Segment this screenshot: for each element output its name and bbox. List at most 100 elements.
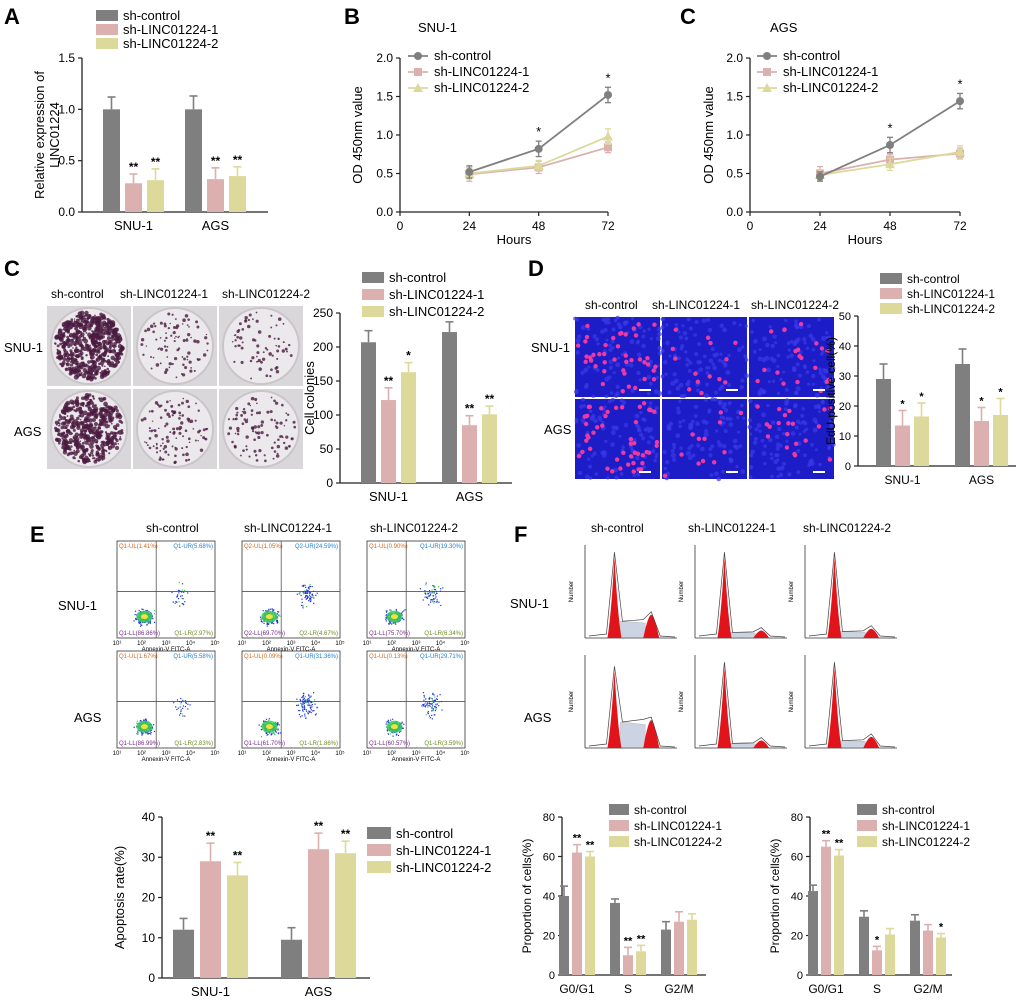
flow-event-1-1-209 [303, 698, 305, 700]
edu-nucleus-1-2-88 [809, 458, 814, 463]
edu-positive-1-2-11 [765, 434, 771, 439]
edu-positive-0-2-19 [795, 379, 800, 385]
edu-positive-0-2-17 [755, 378, 760, 384]
chart-c-x-tick-label-2: 48 [883, 219, 897, 233]
edu-nucleus-0-1-67 [670, 381, 676, 386]
flow-event-0-2-34 [403, 610, 405, 612]
marker-b-2-1 [533, 160, 544, 170]
colony-0-0-582 [71, 320, 74, 323]
colony-0-1-82 [180, 372, 184, 376]
x-tick-label-e-1: AGS [305, 984, 333, 999]
flow-event-1-2-191 [426, 702, 429, 704]
colony-1-0-355 [82, 449, 86, 452]
colony-0-1-58 [178, 335, 180, 338]
colony-1-0-347 [101, 458, 104, 461]
colony-1-0-371 [71, 420, 75, 424]
flow-event-0-0-67 [179, 595, 182, 597]
colony-1-2-18 [273, 399, 276, 403]
flow-event-0-0-255 [139, 621, 141, 623]
edu-nucleus-0-0-5 [600, 329, 605, 334]
flow-event-1-0-213 [184, 700, 187, 702]
flow-event-1-2-224 [432, 709, 434, 711]
flow-event-0-1-122 [306, 590, 309, 592]
flow-event-1-0-140 [136, 720, 139, 722]
edu-positive-0-2-3 [775, 370, 780, 375]
colony-1-2-54 [282, 441, 286, 445]
flow-event-0-0-174 [134, 613, 136, 616]
chart-f-ags-legend-swatch-1 [857, 820, 877, 831]
colony-1-0-451 [86, 401, 91, 406]
colony-0-1-37 [171, 362, 174, 366]
edu-positive-0-2-0 [814, 341, 819, 346]
chart-f-ags-legend-swatch-2 [857, 836, 877, 847]
colony-0-0-274 [61, 342, 64, 345]
colony-0-0-406 [99, 345, 103, 350]
colony-1-1-38 [185, 399, 189, 404]
colony-1-1-106 [187, 437, 191, 441]
edu-nucleus-0-2-37 [812, 359, 816, 363]
bar-f-ags-2-2 [936, 937, 946, 975]
edu-nucleus-1-2-48 [827, 444, 832, 449]
edu-nucleus-0-2-73 [761, 357, 767, 363]
flow-event-1-2-252 [435, 705, 437, 707]
colony-0-1-76 [154, 325, 157, 328]
edu-scalebar-0-0 [639, 389, 651, 391]
chart-c-colonies-legend-label-0: sh-control [389, 270, 446, 285]
colony-0-0-464 [89, 354, 95, 360]
colony-0-0-408 [104, 326, 107, 329]
flow-event-0-2-62 [390, 623, 393, 625]
flow-event-1-2-115 [434, 706, 436, 708]
ylabel-a-l2: LINC01224 [47, 102, 62, 168]
flow-event-0-1-134 [276, 621, 278, 623]
flow-event-0-0-253 [133, 620, 135, 622]
edu-nucleus-1-2-84 [821, 399, 825, 403]
edu-nucleus-1-1-12 [727, 401, 732, 406]
chart-f-snu1-y-tick-label-1: 20 [543, 931, 555, 943]
colony-0-0-485 [77, 340, 83, 345]
flow-event-1-2-35 [427, 706, 429, 708]
colony-1-1-97 [174, 447, 178, 451]
flow-event-1-2-236 [428, 704, 430, 707]
edu-nucleus-1-0-88 [654, 455, 658, 459]
colony-1-2-14 [260, 431, 264, 435]
flow-event-1-2-207 [427, 713, 429, 715]
sig-f-snu1-0-1: ** [573, 833, 582, 845]
colony-0-0-608 [80, 314, 84, 318]
edu-nucleus-0-0-83 [623, 320, 627, 325]
hist-g1-peak-0-1 [717, 556, 732, 638]
edu-nucleus-1-2-76 [796, 419, 801, 424]
colony-0-0-75 [62, 356, 67, 362]
edu-nucleus-0-1-22 [722, 327, 727, 333]
hist-trace-0-2 [808, 552, 896, 638]
flow-event-0-2-104 [433, 588, 435, 591]
flow-event-1-0-11 [142, 719, 145, 721]
colony-1-2-34 [285, 435, 289, 439]
edu-nucleus-1-1-56 [672, 445, 676, 450]
x-tick-label-a-0: SNU-1 [114, 218, 153, 233]
colony-1-1-8 [165, 435, 169, 439]
edu-nucleus-1-0-65 [579, 404, 584, 409]
colony-0-1-35 [159, 321, 163, 325]
flow-event-0-1-248 [278, 611, 280, 613]
flow-event-1-1-158 [277, 722, 279, 724]
edu-scalebar-0-1 [726, 389, 738, 391]
edu-nucleus-0-1-56 [721, 359, 725, 364]
edu-nucleus-0-1-44 [688, 326, 693, 331]
flow-header-sh2: sh-LINC01224-2 [370, 521, 458, 535]
colony-0-0-440 [113, 349, 116, 352]
flow-event-0-0-66 [175, 600, 177, 603]
colony-0-0-112 [111, 337, 115, 341]
colony-1-2-57 [293, 425, 297, 429]
flow-event-0-0-144 [176, 601, 178, 603]
colony-1-1-47 [181, 401, 184, 405]
colony-0-1-39 [181, 356, 184, 358]
colony-0-0-181 [58, 328, 61, 332]
edu-nucleus-0-2-76 [792, 341, 797, 346]
colony-1-0-374 [113, 405, 118, 411]
flow-event-1-0-162 [180, 710, 182, 712]
flow-event-1-0-127 [133, 726, 135, 728]
edu-positive-1-0-39 [652, 409, 657, 414]
flow-event-0-1-111 [263, 622, 265, 624]
bar-e-0-0 [173, 929, 194, 978]
